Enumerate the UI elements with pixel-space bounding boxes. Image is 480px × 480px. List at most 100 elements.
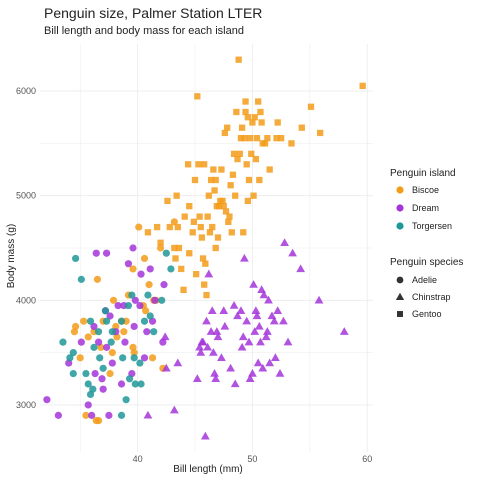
data-point <box>242 316 252 325</box>
data-point <box>151 296 159 304</box>
data-point <box>135 223 143 231</box>
data-point <box>166 223 173 231</box>
data-point <box>173 358 183 367</box>
data-point <box>101 307 110 315</box>
data-point <box>71 254 80 263</box>
data-point <box>298 124 305 131</box>
data-point <box>249 280 258 288</box>
data-point <box>258 363 268 372</box>
y-axis-label: Body mass (g) <box>6 224 17 288</box>
data-point <box>69 369 77 378</box>
legend-key-island <box>396 186 404 194</box>
legend: Penguin island Biscoe Dream Torgersen Peng… <box>390 168 463 319</box>
data-point <box>121 338 129 346</box>
data-point <box>253 135 261 142</box>
data-point <box>246 135 254 142</box>
data-point <box>199 255 207 262</box>
y-axis-ticks: 3000 4000 5000 6000 <box>16 86 36 410</box>
data-point <box>240 229 247 236</box>
data-point <box>212 176 219 184</box>
data-point <box>143 410 153 419</box>
chart-subtitle: Bill length and body mass for each islan… <box>44 25 244 37</box>
data-point <box>105 411 113 419</box>
data-point <box>214 234 222 241</box>
data-point <box>274 119 281 126</box>
data-point <box>233 311 242 320</box>
data-point <box>99 364 107 372</box>
data-point <box>252 155 260 163</box>
data-point <box>245 176 253 184</box>
data-point <box>269 316 279 325</box>
data-point <box>219 306 229 314</box>
data-point <box>227 182 234 189</box>
data-point <box>251 306 261 314</box>
data-point <box>241 135 248 142</box>
data-point <box>69 349 77 357</box>
data-point <box>98 375 106 383</box>
data-point <box>90 322 98 331</box>
x-axis-ticks: 40 50 60 <box>133 454 373 464</box>
data-point <box>207 176 215 184</box>
data-point <box>140 254 149 263</box>
data-point <box>99 385 107 393</box>
data-point <box>195 161 202 168</box>
data-point <box>106 312 114 320</box>
data-point <box>196 213 203 220</box>
data-point <box>230 150 238 157</box>
data-point <box>120 328 128 336</box>
data-point <box>108 349 116 357</box>
data-point <box>148 354 157 362</box>
data-point <box>106 369 114 378</box>
data-point <box>202 260 209 267</box>
data-point <box>103 343 111 351</box>
data-point <box>200 431 210 440</box>
data-point <box>128 291 136 299</box>
data-point <box>240 253 249 262</box>
data-point <box>173 192 180 199</box>
data-point <box>84 333 92 341</box>
data-point <box>124 301 133 310</box>
data-point <box>248 150 255 157</box>
data-point <box>164 197 171 205</box>
data-point <box>181 213 188 220</box>
data-point <box>215 203 223 210</box>
legend-label-species: Gentoo <box>412 309 442 319</box>
data-point <box>156 244 165 252</box>
data-point <box>160 332 170 341</box>
data-point <box>264 135 271 142</box>
data-point <box>137 380 145 388</box>
data-point <box>255 98 262 105</box>
data-point <box>77 338 85 346</box>
y-tick-label: 3000 <box>16 400 36 410</box>
data-point <box>256 176 263 184</box>
data-point <box>262 327 272 335</box>
data-point <box>86 317 95 325</box>
data-point <box>288 248 298 257</box>
data-point <box>140 317 149 325</box>
data-point <box>235 56 242 63</box>
data-point <box>175 244 183 252</box>
data-point <box>279 316 288 325</box>
data-point <box>162 249 170 257</box>
data-point <box>317 129 324 137</box>
data-point <box>82 411 90 419</box>
data-point <box>171 244 178 252</box>
data-point <box>204 269 214 278</box>
data-point <box>196 348 206 356</box>
data-point <box>237 342 247 351</box>
data-point <box>86 390 95 399</box>
y-tick-label: 6000 <box>16 86 36 96</box>
data-point <box>198 234 206 241</box>
data-point <box>130 354 138 362</box>
data-point <box>96 354 104 362</box>
data-point <box>184 161 192 168</box>
data-point <box>124 260 133 268</box>
data-point <box>264 295 273 304</box>
data-point <box>220 321 230 330</box>
data-point <box>212 244 219 252</box>
data-point <box>131 380 139 388</box>
data-point <box>251 114 258 121</box>
data-point <box>174 223 181 231</box>
data-point <box>209 348 218 356</box>
legend-label-species: Adelie <box>412 275 437 285</box>
